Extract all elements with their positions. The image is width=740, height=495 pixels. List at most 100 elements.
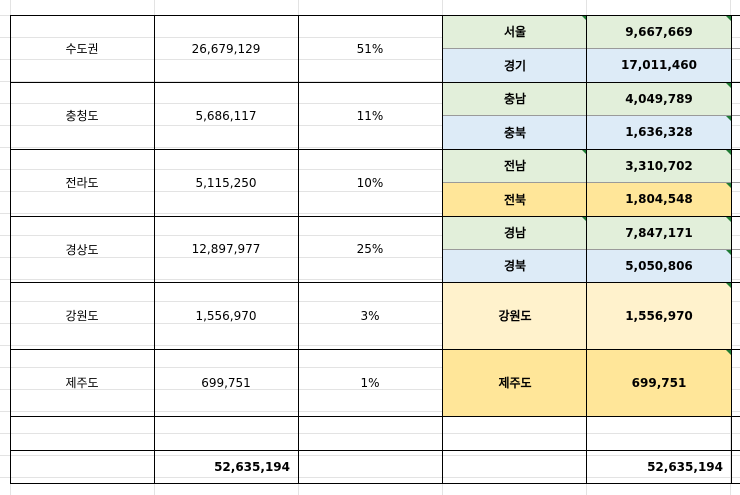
table-border xyxy=(10,450,443,451)
comment-marker-icon xyxy=(581,216,587,222)
subregion-name: 충북 xyxy=(503,125,527,140)
population-cell[interactable]: 5,115,250 xyxy=(195,175,257,190)
subregion-name-cell[interactable]: 경기 xyxy=(443,48,587,82)
table-border xyxy=(10,15,443,16)
comment-marker-icon xyxy=(581,15,587,21)
subregion-name-cell[interactable]: 강원도 xyxy=(443,282,587,349)
subregion-name: 경남 xyxy=(503,226,527,240)
subregion-name-cell[interactable]: 서울 xyxy=(443,15,587,48)
table-border xyxy=(10,483,443,484)
subregion-value-cell[interactable]: 9,667,669 xyxy=(587,15,731,48)
subregion-total-cell[interactable]: 52,635,194 xyxy=(647,459,723,474)
subregion-value-cell[interactable]: 1,556,970 xyxy=(587,282,731,349)
table-border xyxy=(443,416,740,417)
comment-marker-icon xyxy=(725,182,731,188)
empty-cell[interactable] xyxy=(443,416,587,450)
empty-cell[interactable] xyxy=(443,450,587,483)
comment-marker-icon xyxy=(725,216,731,222)
population-total-cell[interactable]: 52,635,194 xyxy=(214,459,290,474)
share-cell[interactable]: 3% xyxy=(360,308,380,323)
table-border xyxy=(586,15,587,484)
table-border xyxy=(443,15,740,16)
region-cell[interactable]: 강원도 xyxy=(65,309,99,323)
subregion-value: 4,049,789 xyxy=(625,91,693,106)
table-border xyxy=(154,15,155,484)
table-border xyxy=(443,82,740,83)
subregion-value-cell[interactable]: 3,310,702 xyxy=(587,149,731,182)
share-cell[interactable]: 25% xyxy=(356,242,384,256)
subregion-name: 경기 xyxy=(503,58,527,73)
region-cell[interactable]: 충청도 xyxy=(65,109,99,123)
empty-cell[interactable] xyxy=(154,416,298,450)
table-border xyxy=(10,416,443,417)
subregion-value-cell[interactable]: 699,751 xyxy=(587,349,731,416)
table-border xyxy=(731,15,732,484)
comment-marker-icon xyxy=(581,149,587,155)
subregion-value: 1,556,970 xyxy=(625,308,693,323)
subregion-value: 1,636,328 xyxy=(625,125,693,139)
population-cell[interactable]: 699,751 xyxy=(201,375,251,390)
subregion-name-cell[interactable]: 경남 xyxy=(443,216,587,249)
subregion-name: 충남 xyxy=(503,92,527,106)
empty-cell[interactable] xyxy=(298,416,442,450)
empty-cell[interactable] xyxy=(10,450,154,483)
subregion-name: 강원도 xyxy=(498,309,532,323)
subregion-name: 경북 xyxy=(503,259,527,273)
subregion-name: 서울 xyxy=(503,25,527,39)
population-cell[interactable]: 5,686,117 xyxy=(195,108,257,123)
subregion-name: 전남 xyxy=(503,159,527,173)
subregion-value-cell[interactable]: 1,636,328 xyxy=(587,115,731,149)
comment-marker-icon xyxy=(725,249,731,255)
table-border xyxy=(443,216,740,217)
region-cell[interactable]: 제주도 xyxy=(65,376,99,390)
subregion-value-cell[interactable]: 4,049,789 xyxy=(587,82,731,115)
table-border xyxy=(10,216,443,217)
region-cell[interactable]: 경상도 xyxy=(65,242,99,257)
share-cell[interactable]: 1% xyxy=(360,375,380,390)
subregion-value: 7,847,171 xyxy=(625,225,693,240)
subregion-value: 1,804,548 xyxy=(625,192,693,206)
comment-marker-icon xyxy=(725,282,731,288)
table-border xyxy=(443,182,740,183)
table-border xyxy=(298,15,299,484)
subregion-value-cell[interactable]: 17,011,460 xyxy=(587,48,731,82)
table-border xyxy=(10,349,443,350)
subregion-value-cell[interactable]: 5,050,806 xyxy=(587,249,731,282)
population-cell[interactable]: 1,556,970 xyxy=(195,308,257,323)
empty-cell[interactable] xyxy=(298,450,442,483)
subregion-name: 전북 xyxy=(503,192,527,207)
table-border xyxy=(10,15,11,484)
region-cell[interactable]: 전라도 xyxy=(65,176,99,190)
subregion-value-cell[interactable]: 1,804,548 xyxy=(587,182,731,216)
share-cell[interactable]: 51% xyxy=(356,41,384,56)
share-cell[interactable]: 10% xyxy=(356,175,384,190)
subregion-value: 3,310,702 xyxy=(625,158,693,173)
table-border xyxy=(443,483,740,484)
subregion-value: 9,667,669 xyxy=(625,24,693,39)
subregion-name-cell[interactable]: 제주도 xyxy=(443,349,587,416)
subregion-name-cell[interactable]: 충북 xyxy=(443,115,587,149)
subregion-value-cell[interactable]: 7,847,171 xyxy=(587,216,731,249)
subregion-name-cell[interactable]: 경북 xyxy=(443,249,587,282)
comment-marker-icon xyxy=(725,82,731,88)
region-cell[interactable]: 수도권 xyxy=(65,42,99,56)
table-border xyxy=(443,282,740,283)
subregion-name-cell[interactable]: 충남 xyxy=(443,82,587,115)
subregion-name-cell[interactable]: 전북 xyxy=(443,182,587,216)
table-border xyxy=(442,15,443,484)
subregion-value: 699,751 xyxy=(631,375,687,390)
population-cell[interactable]: 12,897,977 xyxy=(191,242,261,256)
comment-marker-icon xyxy=(725,349,731,355)
empty-cell[interactable] xyxy=(10,416,154,450)
table-border xyxy=(443,349,740,350)
table-border xyxy=(443,450,740,451)
subregion-name-cell[interactable]: 전남 xyxy=(443,149,587,182)
subregion-value: 17,011,460 xyxy=(621,58,697,72)
table-border xyxy=(443,249,740,250)
subregion-value: 5,050,806 xyxy=(625,258,693,273)
share-cell[interactable]: 11% xyxy=(356,108,384,123)
population-cell[interactable]: 26,679,129 xyxy=(191,41,261,56)
empty-cell[interactable] xyxy=(587,416,731,450)
comment-marker-icon xyxy=(725,149,731,155)
table-border xyxy=(10,149,443,150)
